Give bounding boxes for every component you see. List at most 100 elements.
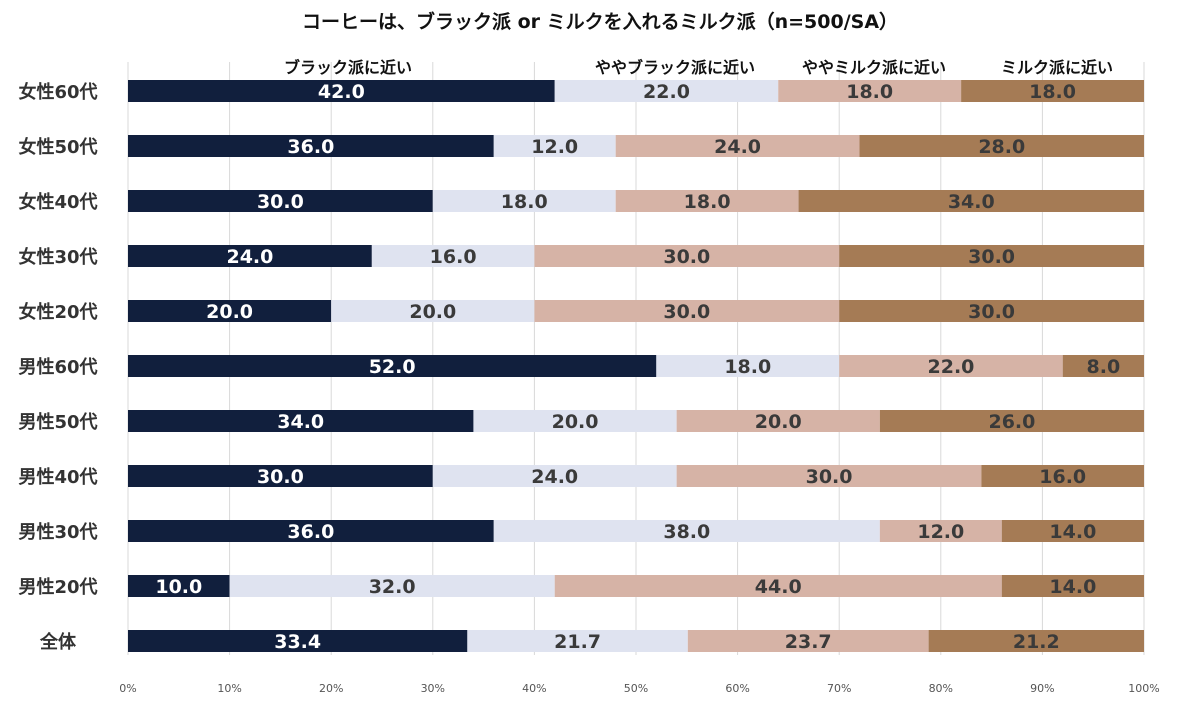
data-label: 26.0 bbox=[988, 411, 1035, 433]
data-label: 21.7 bbox=[554, 631, 601, 653]
data-label: 20.0 bbox=[409, 301, 456, 323]
data-label: 24.0 bbox=[226, 246, 273, 268]
data-label: 12.0 bbox=[917, 521, 964, 543]
bar-segment bbox=[961, 80, 1144, 102]
data-label: 30.0 bbox=[806, 466, 853, 488]
data-label: 18.0 bbox=[501, 191, 548, 213]
legend-entry: ミルク派に近い bbox=[1001, 58, 1113, 77]
x-axis-ticks: 0% 10% 20% 30% 40% 50% 60% 70% 80% 90% 100% bbox=[119, 682, 1159, 695]
category-labels: 女性60代女性50代女性40代女性30代女性20代男性60代男性50代男性40代… bbox=[18, 81, 97, 653]
bar-segment bbox=[676, 465, 982, 487]
data-label: 20.0 bbox=[206, 301, 253, 323]
category-label: 女性20代 bbox=[18, 301, 97, 323]
data-label: 42.0 bbox=[318, 81, 365, 103]
data-label: 30.0 bbox=[968, 301, 1015, 323]
bar-segment bbox=[371, 245, 535, 267]
data-label: 18.0 bbox=[846, 81, 893, 103]
data-label: 12.0 bbox=[531, 136, 578, 158]
bar-segment bbox=[432, 190, 616, 212]
x-tick-label: 0% bbox=[119, 682, 136, 695]
legend: ブラック派に近い ややブラック派に近い ややミルク派に近い ミルク派に近い bbox=[284, 58, 1113, 77]
bar-segment bbox=[128, 630, 468, 652]
category-label: 女性40代 bbox=[18, 191, 97, 213]
data-label: 14.0 bbox=[1049, 576, 1096, 598]
bar-segment bbox=[839, 355, 1063, 377]
data-label: 18.0 bbox=[684, 191, 731, 213]
data-label: 18.0 bbox=[1029, 81, 1076, 103]
bar-segment bbox=[128, 135, 494, 157]
bar-segment bbox=[798, 190, 1144, 212]
category-label: 女性30代 bbox=[18, 246, 97, 268]
bar-segment bbox=[1001, 575, 1144, 597]
data-label: 16.0 bbox=[1039, 466, 1086, 488]
bar-segment bbox=[656, 355, 840, 377]
data-label: 34.0 bbox=[277, 411, 324, 433]
bar-segment bbox=[879, 520, 1002, 542]
bars bbox=[128, 80, 1144, 652]
legend-entry: ややミルク派に近い bbox=[802, 58, 946, 77]
bar-segment bbox=[981, 465, 1144, 487]
data-label: 16.0 bbox=[430, 246, 477, 268]
data-label: 24.0 bbox=[714, 136, 761, 158]
bar-segment bbox=[128, 465, 433, 487]
data-label: 22.0 bbox=[928, 356, 975, 378]
bar-segment bbox=[1001, 520, 1144, 542]
data-label: 18.0 bbox=[724, 356, 771, 378]
bar-segment bbox=[879, 410, 1144, 432]
data-label: 21.2 bbox=[1013, 631, 1060, 653]
bar-segment bbox=[493, 135, 616, 157]
data-label: 30.0 bbox=[257, 466, 304, 488]
data-label: 30.0 bbox=[663, 246, 710, 268]
data-label: 36.0 bbox=[287, 136, 334, 158]
bar-segment bbox=[128, 300, 332, 322]
bar-segment bbox=[839, 245, 1144, 267]
bar-segment bbox=[928, 630, 1144, 652]
data-label: 34.0 bbox=[948, 191, 995, 213]
bar-segment bbox=[778, 80, 962, 102]
bar-segment bbox=[615, 190, 799, 212]
category-label: 女性60代 bbox=[18, 81, 97, 103]
legend-entry: ブラック派に近い bbox=[284, 58, 412, 77]
bar-segment bbox=[676, 410, 880, 432]
bar-segment bbox=[534, 245, 840, 267]
data-label: 30.0 bbox=[257, 191, 304, 213]
x-tick-label: 20% bbox=[319, 682, 343, 695]
data-label: 8.0 bbox=[1087, 356, 1121, 378]
x-tick-label: 70% bbox=[827, 682, 851, 695]
bar-segment bbox=[554, 575, 1002, 597]
bar-segment bbox=[687, 630, 929, 652]
data-label: 14.0 bbox=[1049, 521, 1096, 543]
bar-segment bbox=[467, 630, 688, 652]
bar-segment bbox=[128, 245, 372, 267]
category-label: 男性20代 bbox=[18, 576, 97, 598]
category-label: 女性50代 bbox=[18, 136, 97, 158]
category-label: 男性60代 bbox=[18, 356, 97, 378]
bar-segment bbox=[432, 465, 677, 487]
bar-segment bbox=[554, 80, 779, 102]
data-label: 32.0 bbox=[369, 576, 416, 598]
bar-segment bbox=[128, 575, 230, 597]
legend-entry: ややブラック派に近い bbox=[595, 58, 755, 77]
bar-segment bbox=[229, 575, 555, 597]
bar-segment bbox=[534, 300, 840, 322]
value-labels: 42.0 22.0 18.0 18.0 36.0 12.0 24.0 28.0 30.0 18.0… bbox=[155, 81, 1120, 653]
bar-segment bbox=[859, 135, 1144, 157]
bar-segment bbox=[128, 80, 555, 102]
category-label: 男性40代 bbox=[18, 466, 97, 488]
category-label: 男性30代 bbox=[18, 521, 97, 543]
x-tick-label: 40% bbox=[522, 682, 546, 695]
data-label: 28.0 bbox=[978, 136, 1025, 158]
x-tick-label: 60% bbox=[725, 682, 749, 695]
data-label: 22.0 bbox=[643, 81, 690, 103]
bar-segment bbox=[128, 410, 474, 432]
x-tick-label: 100% bbox=[1128, 682, 1159, 695]
data-label: 23.7 bbox=[785, 631, 832, 653]
data-label: 20.0 bbox=[755, 411, 802, 433]
data-label: 30.0 bbox=[663, 301, 710, 323]
bar-segment bbox=[493, 520, 880, 542]
category-label: 男性50代 bbox=[18, 411, 97, 433]
x-tick-label: 50% bbox=[624, 682, 648, 695]
data-label: 24.0 bbox=[531, 466, 578, 488]
